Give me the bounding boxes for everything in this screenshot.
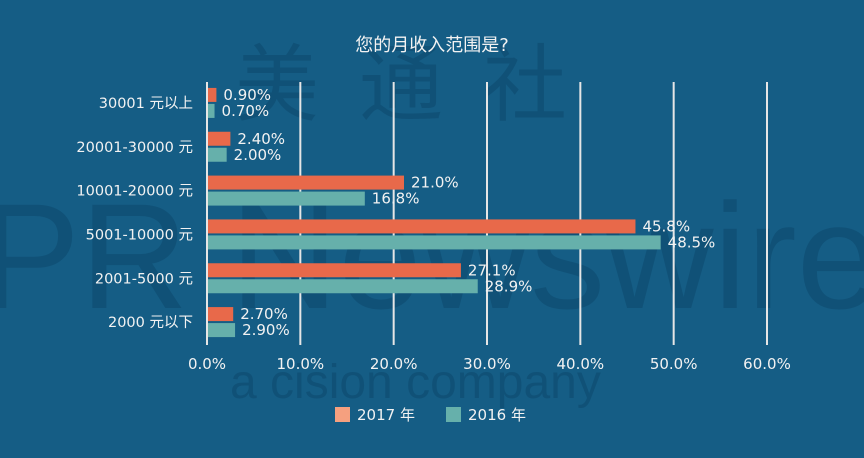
data-label: 16.8% [372,190,420,208]
x-tick-label: 30.0% [463,355,511,373]
bar-2017 [208,175,404,190]
bar-2016 [208,191,365,206]
bar-2016 [208,103,215,118]
data-label: 28.9% [485,277,533,295]
chart-title: 您的月收入范围是? [355,35,509,56]
legend-label: 2016 年 [468,406,526,424]
y-category-label: 30001 元以上 [99,95,193,112]
data-label: 45.8% [642,217,690,235]
x-tick-label: 60.0% [743,355,791,373]
data-label: 21.0% [411,174,459,192]
data-label: 48.5% [668,233,716,251]
legend-label: 2017 年 [357,406,415,424]
bar-2017 [208,87,217,102]
x-tick-label: 10.0% [277,355,325,373]
x-tick-label: 40.0% [557,355,605,373]
y-category-label: 2001-5000 元 [95,271,193,287]
y-category-label: 5001-10000 元 [86,227,193,243]
y-category-label: 10001-20000 元 [76,184,193,200]
y-category-label: 2000 元以下 [108,315,193,331]
data-label: 2.90% [242,321,290,339]
x-tick-label: 50.0% [650,355,698,373]
bar-2016 [208,279,478,294]
data-label: 2.00% [234,146,282,164]
bar-2016 [208,147,227,162]
legend-swatch [446,407,461,422]
data-label: 27.1% [468,261,516,279]
bar-2016 [208,235,661,250]
y-category-label: 20001-30000 元 [76,140,193,156]
bar-2017 [208,219,636,234]
x-tick-label: 20.0% [370,355,418,373]
data-label: 0.70% [222,102,270,120]
x-tick-label: 0.0% [188,355,226,373]
bar-2017 [208,307,234,322]
data-label: 2.70% [240,305,288,323]
data-label: 2.40% [237,130,285,148]
legend-swatch [335,407,350,422]
bar-2017 [208,131,231,146]
data-label: 0.90% [223,86,271,104]
bar-2017 [208,263,461,278]
bar-2016 [208,323,236,338]
